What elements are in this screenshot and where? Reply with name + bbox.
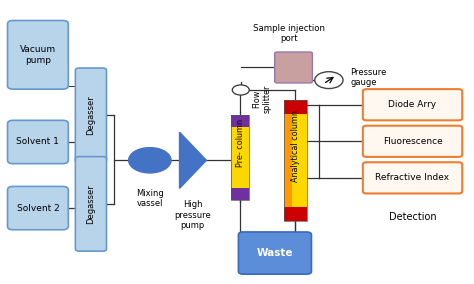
Text: Analytical column: Analytical column — [291, 110, 300, 182]
Circle shape — [232, 85, 249, 95]
FancyBboxPatch shape — [8, 20, 68, 89]
Text: Waste: Waste — [257, 248, 293, 258]
Circle shape — [128, 148, 171, 173]
Text: Degasser: Degasser — [86, 95, 95, 135]
FancyBboxPatch shape — [75, 68, 107, 162]
Text: Solvent 1: Solvent 1 — [17, 137, 59, 147]
Text: Degasser: Degasser — [86, 184, 95, 224]
Bar — [231, 115, 249, 200]
Text: Diode Arry: Diode Arry — [389, 100, 437, 109]
Bar — [284, 207, 307, 221]
FancyBboxPatch shape — [363, 126, 462, 157]
Bar — [284, 114, 307, 207]
FancyBboxPatch shape — [363, 162, 462, 193]
Text: Flow
splitter: Flow splitter — [252, 84, 272, 112]
FancyBboxPatch shape — [8, 186, 68, 230]
Text: Pre- column: Pre- column — [236, 119, 245, 167]
Text: Refractive Index: Refractive Index — [375, 173, 450, 182]
FancyBboxPatch shape — [275, 52, 312, 83]
Text: Mixing
vassel: Mixing vassel — [136, 189, 164, 208]
FancyBboxPatch shape — [363, 89, 462, 120]
Text: Solvent 2: Solvent 2 — [17, 204, 59, 213]
Bar — [284, 114, 292, 207]
Text: Vacuum
pump: Vacuum pump — [20, 45, 56, 64]
FancyBboxPatch shape — [238, 232, 311, 274]
Bar — [284, 100, 307, 221]
Bar — [231, 115, 249, 127]
FancyBboxPatch shape — [75, 156, 107, 251]
Bar — [284, 100, 307, 114]
Bar — [231, 127, 249, 188]
Text: Fluorescence: Fluorescence — [383, 137, 442, 146]
FancyBboxPatch shape — [8, 120, 68, 164]
Text: High
pressure
pump: High pressure pump — [174, 200, 211, 230]
Polygon shape — [180, 132, 206, 188]
Text: Sample injection
port: Sample injection port — [253, 24, 325, 43]
Circle shape — [315, 72, 343, 89]
Bar — [231, 188, 249, 200]
Text: Pressure
gauge: Pressure gauge — [350, 68, 386, 87]
Text: Detection: Detection — [389, 212, 437, 222]
